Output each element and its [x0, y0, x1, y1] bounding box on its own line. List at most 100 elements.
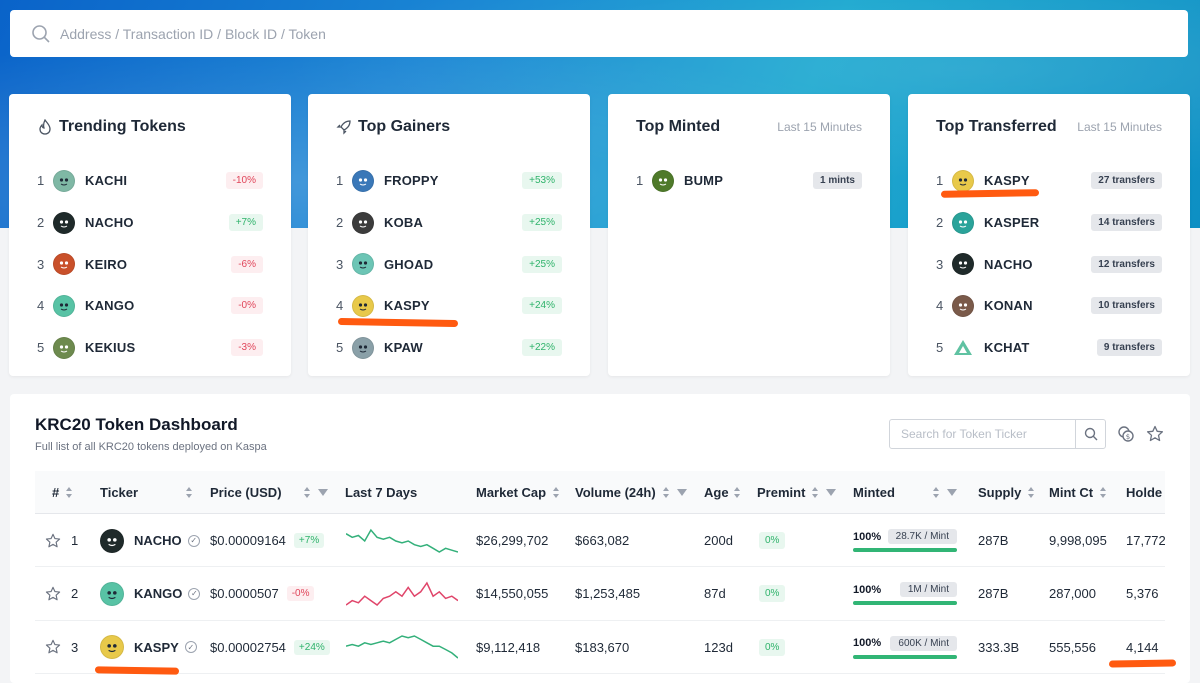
table-row[interactable]: 2 KANGO ✓ $0.0000507 -0% $14,550,055 $1,25…: [35, 567, 1165, 621]
token-list-item[interactable]: 1 FROPPY +53%: [336, 160, 562, 202]
token-list-item[interactable]: 5 KEKIUS -3%: [37, 327, 263, 369]
rank-number: 3: [37, 256, 45, 272]
rank-number: 3: [336, 256, 344, 272]
global-search-input[interactable]: [60, 25, 1060, 42]
change-badge: +25%: [522, 255, 562, 273]
filter-icon[interactable]: [676, 488, 687, 496]
mint-per-badge: 600K / Mint: [890, 635, 957, 651]
row-rank: 1: [71, 533, 79, 548]
market-cap-cell: $14,550,055: [476, 586, 549, 602]
token-name: GHOAD: [384, 256, 434, 272]
rank-number: 4: [336, 298, 344, 314]
market-cap-cell: $26,299,702: [476, 533, 549, 548]
token-list-item[interactable]: 2 NACHO +7%: [37, 202, 263, 244]
age-cell: 123d: [704, 639, 733, 655]
table-row[interactable]: 3 KASPY ✓ $0.00002754 +24% $9,112,418 $183…: [35, 621, 1165, 674]
token-logo-icon: [53, 336, 75, 359]
token-list-item[interactable]: 1 KACHI -10%: [37, 160, 263, 202]
coins-filter-icon[interactable]: $: [1116, 424, 1136, 444]
token-name: KCHAT: [984, 340, 1030, 356]
filter-icon[interactable]: [826, 488, 837, 496]
price-value: $0.00009164: [210, 533, 286, 548]
gainers-list: 1 FROPPY +53% 2 KOBA +25% 3 GHOAD +25% 4 KASPY +24%…: [336, 160, 562, 368]
sparkline-chart: [346, 528, 458, 553]
count-badge: 14 transfers: [1091, 214, 1162, 232]
ticker-search-input[interactable]: [890, 420, 1075, 448]
sparkline-cell: [346, 567, 458, 620]
token-logo-icon: [100, 581, 124, 606]
col-ticker[interactable]: Ticker: [100, 485, 193, 500]
col-supply[interactable]: Supply: [978, 485, 1035, 500]
ticker-cell[interactable]: NACHO ✓: [100, 514, 200, 567]
search-icon: [31, 24, 51, 44]
token-list-item[interactable]: 5 KPAW +22%: [336, 327, 562, 369]
ticker-cell[interactable]: KANGO ✓: [100, 567, 201, 620]
token-list-item[interactable]: 3 NACHO 12 transfers: [936, 243, 1162, 285]
dashboard-title: KRC20 Token Dashboard: [35, 415, 238, 434]
col-holders[interactable]: Holde: [1126, 484, 1163, 500]
price-cell: $0.0000507 -0%: [210, 567, 315, 620]
token-name: BUMP: [684, 173, 724, 189]
token-list-item[interactable]: 4 KASPY +24%: [336, 285, 562, 327]
token-name: KANGO: [85, 298, 135, 314]
token-list-item[interactable]: 3 GHOAD +25%: [336, 243, 562, 285]
market-cap-cell: $9,112,418: [476, 639, 541, 655]
token-list-item[interactable]: 2 KASPER 14 transfers: [936, 202, 1162, 244]
col-minted[interactable]: Minted: [853, 485, 957, 500]
premint-badge: 0%: [759, 638, 786, 656]
global-search-bar[interactable]: [10, 10, 1188, 57]
col-age[interactable]: Age: [704, 485, 741, 500]
token-logo-icon: [53, 169, 75, 192]
rank-number: 2: [37, 215, 45, 231]
sort-icon[interactable]: [733, 486, 741, 498]
token-list-item[interactable]: 5 KCHAT 9 transfers: [936, 327, 1162, 369]
ticker-search-button[interactable]: [1075, 420, 1105, 448]
sort-icon[interactable]: [303, 486, 311, 498]
verified-icon: ✓: [188, 587, 201, 600]
sort-icon[interactable]: [932, 486, 940, 498]
favorite-star-icon[interactable]: [45, 621, 61, 674]
token-list-item[interactable]: 4 KONAN 10 transfers: [936, 285, 1162, 327]
token-logo-icon: [952, 211, 974, 234]
price-cell: $0.00002754 +24%: [210, 621, 330, 674]
col-mcap[interactable]: Market Cap: [476, 485, 560, 500]
sort-icon[interactable]: [186, 486, 193, 498]
token-list-item[interactable]: 2 KOBA +25%: [336, 202, 562, 244]
ticker-cell[interactable]: KASPY ✓: [100, 621, 197, 674]
token-logo-icon: [53, 211, 75, 234]
transferred-list: 1 KASPY 27 transfers 2 KASPER 14 transfers 3 NA…: [936, 160, 1162, 368]
token-list-item[interactable]: 4 KANGO -0%: [37, 285, 263, 327]
col-mintct[interactable]: Mint Ct: [1049, 485, 1107, 500]
filter-icon[interactable]: [317, 488, 328, 496]
sort-icon[interactable]: [1028, 486, 1035, 498]
token-name: KOBA: [384, 215, 424, 231]
count-badge: 27 transfers: [1091, 172, 1162, 190]
favorite-star-icon[interactable]: [45, 514, 61, 567]
token-list-item[interactable]: 3 KEIRO -6%: [37, 243, 263, 285]
sort-icon[interactable]: [812, 486, 819, 498]
token-list-item[interactable]: 1 KASPY 27 transfers: [936, 160, 1162, 202]
premint-cell: 0%: [759, 567, 786, 620]
col-premint[interactable]: Premint: [757, 485, 837, 500]
favorite-star-icon[interactable]: [45, 567, 61, 620]
favorites-star-icon[interactable]: [1145, 424, 1165, 444]
volume-cell: $183,670: [575, 639, 630, 655]
rank-number: 2: [936, 215, 944, 231]
trending-title: Trending Tokens: [59, 118, 186, 135]
table-row[interactable]: 1 NACHO ✓ $0.00009164 +7% $26,299,702 $663…: [35, 514, 1165, 568]
col-volume[interactable]: Volume (24h): [575, 485, 687, 500]
row-rank: 2: [71, 586, 79, 602]
minted-cell: 100% 1M / Mint: [853, 567, 957, 620]
col-price[interactable]: Price (USD): [210, 485, 328, 500]
sort-icon[interactable]: [662, 486, 670, 498]
mint-count-cell: 9,998,095: [1049, 533, 1107, 548]
sort-icon[interactable]: [66, 486, 73, 498]
token-name: KONAN: [984, 298, 1033, 314]
ticker-search[interactable]: [889, 419, 1106, 449]
filter-icon[interactable]: [946, 488, 957, 496]
premint-badge: 0%: [759, 532, 786, 549]
sort-icon[interactable]: [1100, 486, 1107, 498]
token-list-item[interactable]: 1 BUMP 1 mints: [636, 160, 862, 202]
sort-icon[interactable]: [553, 486, 560, 498]
col-num[interactable]: #: [52, 485, 73, 500]
